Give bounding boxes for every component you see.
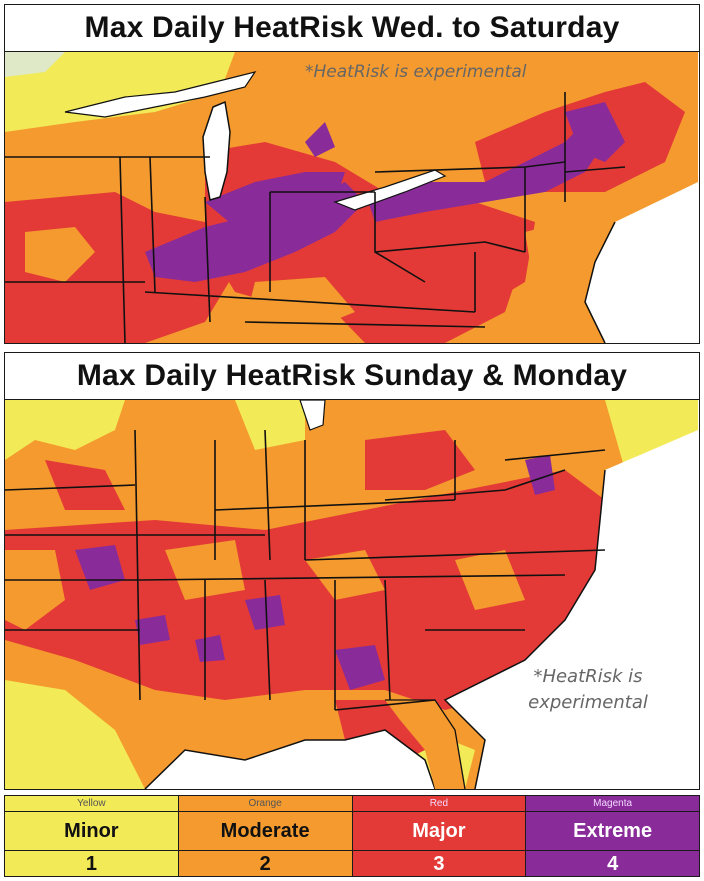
legend-color-name: Orange — [178, 796, 352, 812]
legend-level: Minor — [5, 812, 178, 851]
legend-number: 2 — [259, 853, 271, 875]
legend-color-name: Red — [352, 796, 526, 812]
panel-title: Max Daily HeatRisk Wed. to Saturday — [5, 5, 699, 52]
legend-item-extreme: Magenta Extreme 4 — [526, 796, 699, 876]
legend-color-name: Magenta — [526, 796, 699, 812]
legend-level: Extreme — [526, 812, 699, 851]
legend-color-name: Yellow — [5, 796, 178, 812]
map-graphic — [5, 400, 698, 789]
experimental-note: *HeatRisk is experimental — [305, 62, 527, 82]
heatrisk-map: *HeatRisk is experimental — [5, 400, 699, 789]
legend-item-minor: Yellow Minor 1 — [5, 796, 179, 876]
legend-level: Major — [352, 812, 526, 851]
legend-item-major: Red Major 3 — [352, 796, 527, 876]
legend-number: 4 — [607, 853, 619, 875]
map-panel-wed-sat: Max Daily HeatRisk Wed. to Saturday — [4, 4, 700, 344]
legend-number: 3 — [433, 853, 445, 875]
legend-item-moderate: Orange Moderate 2 — [178, 796, 353, 876]
map-graphic — [5, 52, 698, 343]
map-panel-sun-mon: Max Daily HeatRisk Sunday & Monday — [4, 352, 700, 790]
heatrisk-map: *HeatRisk is experimental — [5, 52, 699, 343]
experimental-note: *HeatRisk is experimental — [528, 666, 648, 713]
heatrisk-legend: Yellow Minor 1 Orange Moderate 2 Red Maj… — [4, 795, 700, 877]
legend-number: 1 — [85, 853, 97, 875]
panel-title: Max Daily HeatRisk Sunday & Monday — [5, 353, 699, 400]
legend-level: Moderate — [178, 812, 352, 851]
